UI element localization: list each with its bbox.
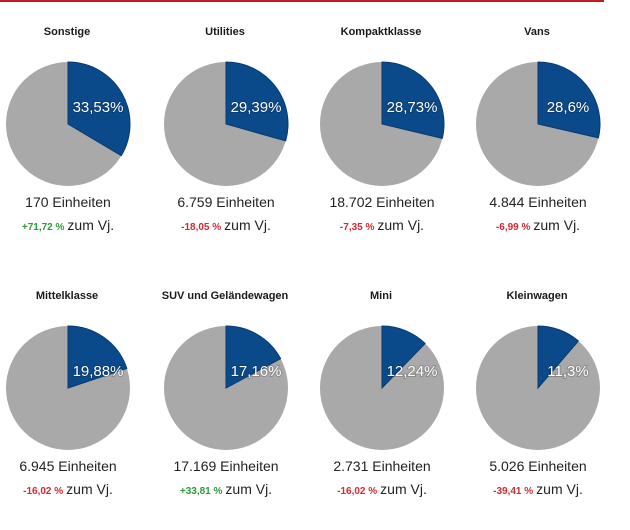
chart-title: Mittelklasse (35, 290, 99, 302)
chart-title: Sonstige (43, 26, 91, 38)
chart-cell-sonstige: Sonstige 33,53% 170 Einheiten +71,72 % zu… (2, 0, 160, 250)
pie-chart: 28,6% (476, 61, 601, 186)
share-percent-label: 11,3% (547, 363, 588, 380)
chart-cell-kompaktklasse: Kompaktklasse 28,73% 18.702 Einheiten -7… (316, 0, 474, 250)
change-line: -39,41 % zum Vj. (472, 481, 604, 497)
share-percent-label: 33,53% (73, 99, 124, 116)
share-percent-label: 17,16% (231, 363, 282, 380)
pie-slice-share (67, 61, 131, 157)
change-line: -6,99 % zum Vj. (472, 217, 604, 233)
pie-chart: 11,3% (476, 325, 600, 450)
change-value: -16,02 % (23, 486, 64, 497)
share-percent-label: 29,39% (231, 99, 282, 116)
chart-cell-mini: Mini 12,24% 2.731 Einheiten -16,02 % zum … (316, 264, 474, 514)
chart-cell-utilities: Utilities 29,39% 6.759 Einheiten -18,05 … (160, 0, 318, 250)
change-line: -16,02 % zum Vj. (2, 481, 134, 497)
pie-slice-share (381, 325, 426, 390)
change-value: +71,72 % (21, 222, 65, 233)
change-value: -16,02 % (337, 486, 378, 497)
share-percent-label: 19,88% (73, 363, 124, 380)
pie-chart: 12,24% (320, 325, 444, 450)
chart-title: Mini (370, 290, 392, 302)
pie-chart: 33,53% (6, 61, 131, 186)
change-line: -16,02 % zum Vj. (316, 481, 448, 497)
units-label: 6.945 Einheiten (19, 458, 117, 474)
chart-title: Kleinwagen (506, 290, 568, 302)
pie-slice-share (537, 325, 580, 390)
share-percent-label: 28,73% (387, 99, 438, 116)
chart-cell-mittelklasse: Mittelklasse 19,88% 6.945 Einheiten -16,… (2, 264, 160, 514)
change-line: -18,05 % zum Vj. (160, 217, 292, 233)
pie-chart: 29,39% (164, 61, 289, 186)
pie-slice-share (225, 325, 282, 389)
share-percent-label: 12,24% (387, 363, 438, 380)
change-line: -7,35 % zum Vj. (316, 217, 448, 233)
chart-title: SUV und Geländewagen (161, 290, 289, 302)
change-suffix: zum Vj. (67, 217, 115, 233)
units-label: 2.731 Einheiten (333, 458, 431, 474)
chart-cell-vans: Vans 28,6% 4.844 Einheiten -6,99 % zum Vj… (472, 0, 630, 250)
chart-cell-suv: SUV und Geländewagen 17,16% 17.169 Einhe… (160, 264, 318, 514)
change-suffix: zum Vj. (224, 217, 271, 233)
chart-title: Utilities (205, 26, 245, 38)
change-value: -6,99 % (495, 222, 531, 233)
pie-slice-share (225, 61, 289, 142)
change-value: -39,41 % (493, 486, 534, 497)
change-suffix: zum Vj. (66, 481, 113, 497)
chart-title: Kompaktklasse (340, 26, 422, 38)
change-suffix: zum Vj. (536, 481, 583, 497)
change-line: +71,72 % zum Vj. (2, 217, 134, 233)
units-label: 4.844 Einheiten (489, 194, 587, 210)
change-line: +33,81 % zum Vj. (160, 481, 292, 497)
change-value: -7,35 % (339, 222, 375, 233)
units-label: 6.759 Einheiten (177, 194, 275, 210)
share-percent-label: 28,6% (547, 99, 590, 116)
chart-title: Vans (524, 26, 550, 38)
pie-slice-share (537, 61, 601, 139)
units-label: 18.702 Einheiten (329, 194, 435, 210)
chart-cell-kleinwagen: Kleinwagen 11,3% 5.026 Einheiten -39,41 … (472, 264, 630, 514)
units-label: 5.026 Einheiten (489, 458, 587, 474)
pie-chart: 19,88% (6, 325, 130, 450)
pie-slice-share (381, 61, 445, 140)
pie-chart: 17,16% (164, 325, 288, 450)
pie-slice-share (67, 325, 128, 389)
units-label: 170 Einheiten (25, 194, 111, 210)
change-suffix: zum Vj. (380, 481, 427, 497)
change-suffix: zum Vj. (377, 217, 425, 233)
top-accent-line (0, 0, 604, 2)
change-value: +33,81 % (179, 486, 223, 497)
change-value: -18,05 % (181, 222, 222, 233)
change-suffix: zum Vj. (533, 217, 581, 233)
change-suffix: zum Vj. (225, 481, 273, 497)
units-label: 17.169 Einheiten (173, 458, 279, 474)
pie-chart: 28,73% (320, 61, 445, 186)
